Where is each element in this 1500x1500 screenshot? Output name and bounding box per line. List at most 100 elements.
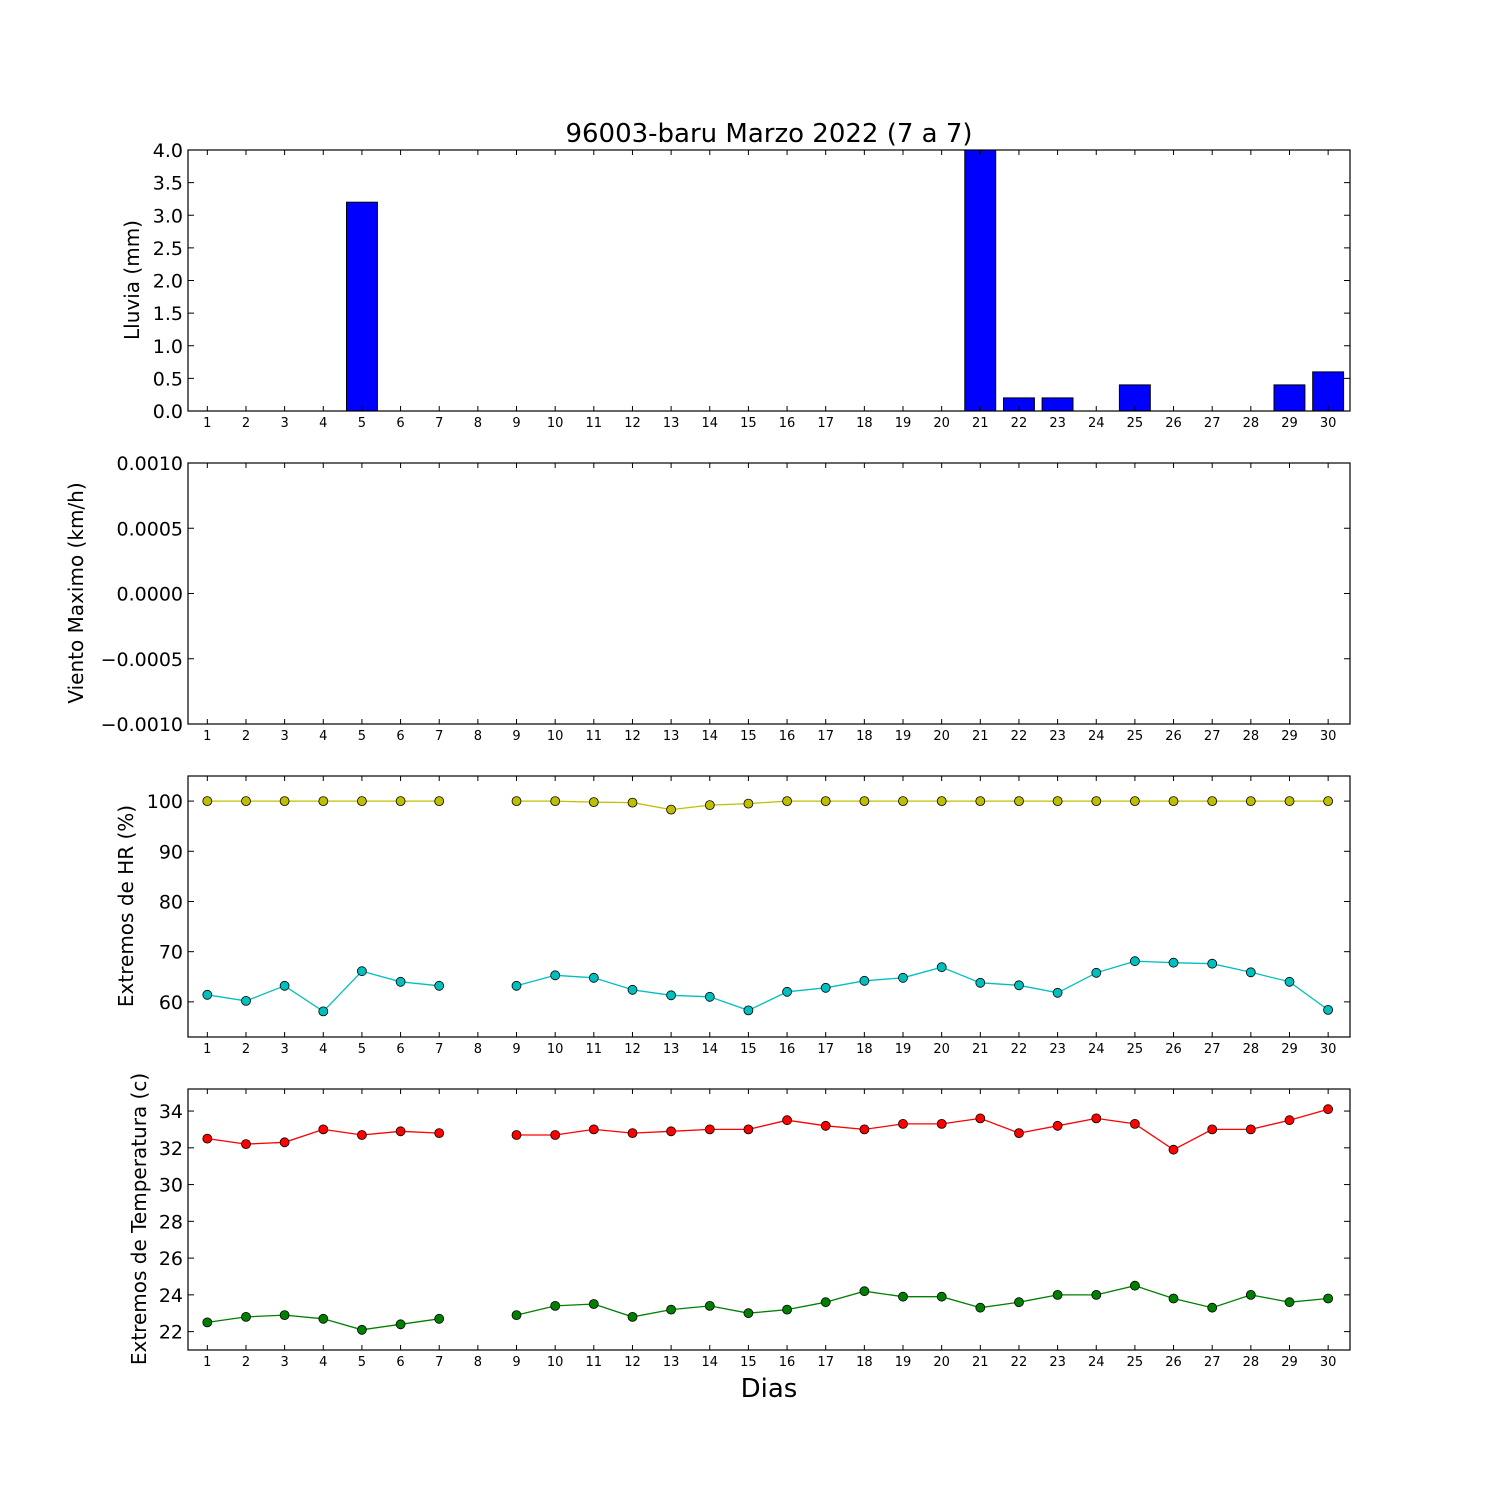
humidity-data-point xyxy=(936,796,947,806)
temperature-xtick-label: 8 xyxy=(474,1355,482,1370)
temperature-data-point xyxy=(202,1133,213,1144)
temperature-marks xyxy=(202,1104,1333,1335)
temperature-data-point xyxy=(550,1130,561,1140)
temperature-xtick-label: 23 xyxy=(1049,1355,1066,1370)
humidity-data-point xyxy=(627,797,638,808)
temperature-series-0 xyxy=(202,1104,1333,1155)
temperature-data-point xyxy=(782,1115,792,1126)
wind-xtick-label: 6 xyxy=(396,729,404,744)
temperature-data-point xyxy=(279,1310,290,1320)
humidity-xtick-label: 18 xyxy=(856,1042,873,1057)
humidity-data-point xyxy=(550,970,561,981)
humidity-xtick-label: 6 xyxy=(396,1042,404,1057)
wind-xtick-label: 3 xyxy=(280,729,288,744)
humidity-data-point xyxy=(279,980,290,991)
temperature-panel: Extremos de Temperatura (c) 222426283032… xyxy=(127,1073,1351,1370)
humidity-data-point xyxy=(1091,967,1102,978)
humidity-xtick-label: 16 xyxy=(779,1042,796,1057)
temperature-data-point xyxy=(434,1313,445,1324)
humidity-data-point xyxy=(1014,980,1024,991)
rainfall-xtick-label: 20 xyxy=(933,416,950,431)
rainfall-xtick-label: 5 xyxy=(358,416,366,431)
humidity-xtick-label: 19 xyxy=(895,1042,912,1057)
humidity-data-point xyxy=(202,989,213,1000)
temperature-data-point xyxy=(743,1124,754,1135)
temperature-data-point xyxy=(1245,1124,1256,1135)
humidity-xtick-label: 20 xyxy=(933,1042,950,1057)
temperature-xtick-label: 14 xyxy=(701,1355,718,1370)
humidity-xtick-label: 5 xyxy=(358,1042,366,1057)
rainfall-ytick-label: 0.5 xyxy=(153,368,183,390)
rainfall-xtick-label: 23 xyxy=(1049,416,1066,431)
humidity-series-1 xyxy=(202,956,1333,1017)
humidity-data-point xyxy=(666,990,676,1001)
humidity-data-point xyxy=(318,1006,329,1017)
humidity-data-point xyxy=(782,796,792,806)
wind-xtick-label: 26 xyxy=(1165,729,1182,744)
rainfall-ytick-label: 3.0 xyxy=(153,205,183,227)
rainfall-xtick-label: 30 xyxy=(1320,416,1337,431)
temperature-xtick-label: 10 xyxy=(547,1355,564,1370)
temperature-data-point xyxy=(1284,1115,1295,1126)
rainfall-ytick-label: 2.5 xyxy=(153,238,183,260)
rainfall-ytick-label: 2.0 xyxy=(153,271,183,293)
humidity-data-point xyxy=(743,1005,754,1016)
temperature-xtick-label: 28 xyxy=(1243,1355,1260,1370)
humidity-ytick-label: 60 xyxy=(159,992,183,1014)
humidity-data-point xyxy=(434,796,445,806)
temperature-data-point xyxy=(975,1302,986,1313)
humidity-xtick-label: 11 xyxy=(586,1042,603,1057)
humidity-axes-frame xyxy=(187,775,1351,1038)
temperature-data-point xyxy=(1091,1290,1102,1300)
temperature-data-point xyxy=(318,1313,329,1324)
temperature-xtick-label: 12 xyxy=(624,1355,641,1370)
humidity-xtick-label: 15 xyxy=(740,1042,757,1057)
temperature-data-point xyxy=(395,1319,406,1330)
temperature-xtick-label: 11 xyxy=(586,1355,603,1370)
wind-ytick-label: 0.0010 xyxy=(117,453,183,475)
humidity-data-point xyxy=(627,984,638,995)
temperature-xtick-label: 19 xyxy=(895,1355,912,1370)
humidity-xtick-label: 1 xyxy=(203,1042,211,1057)
temperature-data-point xyxy=(820,1297,831,1308)
x-axis-label: Dias xyxy=(741,1374,798,1404)
temperature-xtick-label: 15 xyxy=(740,1355,757,1370)
temperature-ytick-label: 28 xyxy=(159,1211,183,1233)
wind-xtick-label: 7 xyxy=(435,729,443,744)
temperature-data-point xyxy=(1168,1144,1179,1155)
temperature-data-point xyxy=(936,1119,947,1129)
temperature-data-point xyxy=(1052,1120,1063,1131)
temperature-ytick-label: 24 xyxy=(159,1285,183,1307)
humidity-xtick-label: 26 xyxy=(1165,1042,1182,1057)
humidity-data-point xyxy=(434,980,445,991)
humidity-data-point xyxy=(241,796,251,806)
humidity-data-point xyxy=(859,796,870,806)
humidity-xtick-label: 13 xyxy=(663,1042,680,1057)
rainfall-ytick-label: 1.5 xyxy=(153,303,183,325)
temperature-data-point xyxy=(356,1130,367,1140)
humidity-data-point xyxy=(1284,976,1295,987)
humidity-xtick-label: 14 xyxy=(701,1042,718,1057)
humidity-data-point xyxy=(1052,987,1063,998)
humidity-data-point xyxy=(1207,958,1218,969)
temperature-xtick-label: 25 xyxy=(1127,1355,1144,1370)
temperature-xtick-label: 4 xyxy=(319,1355,327,1370)
chart-title: 96003-baru Marzo 2022 (7 a 7) xyxy=(565,119,972,149)
wind-xtick-label: 10 xyxy=(547,729,564,744)
temperature-data-point xyxy=(588,1299,599,1309)
wind-xtick-label: 4 xyxy=(319,729,327,744)
humidity-data-point xyxy=(1130,956,1140,967)
humidity-xtick-label: 3 xyxy=(280,1042,288,1057)
temperature-data-point xyxy=(202,1317,213,1328)
humidity-data-point xyxy=(975,796,986,806)
temperature-data-point xyxy=(511,1310,522,1320)
humidity-ytick-label: 100 xyxy=(147,791,183,813)
humidity-xtick-label: 8 xyxy=(474,1042,482,1057)
humidity-data-point xyxy=(1014,796,1024,806)
wind-xtick-label: 15 xyxy=(740,729,757,744)
temperature-ytick-label: 30 xyxy=(159,1175,183,1197)
temperature-data-point xyxy=(1245,1290,1256,1300)
wind-ytick-label: −0.0010 xyxy=(101,714,183,736)
humidity-ytick-label: 70 xyxy=(159,942,183,964)
rainfall-xtick-label: 2 xyxy=(242,416,250,431)
